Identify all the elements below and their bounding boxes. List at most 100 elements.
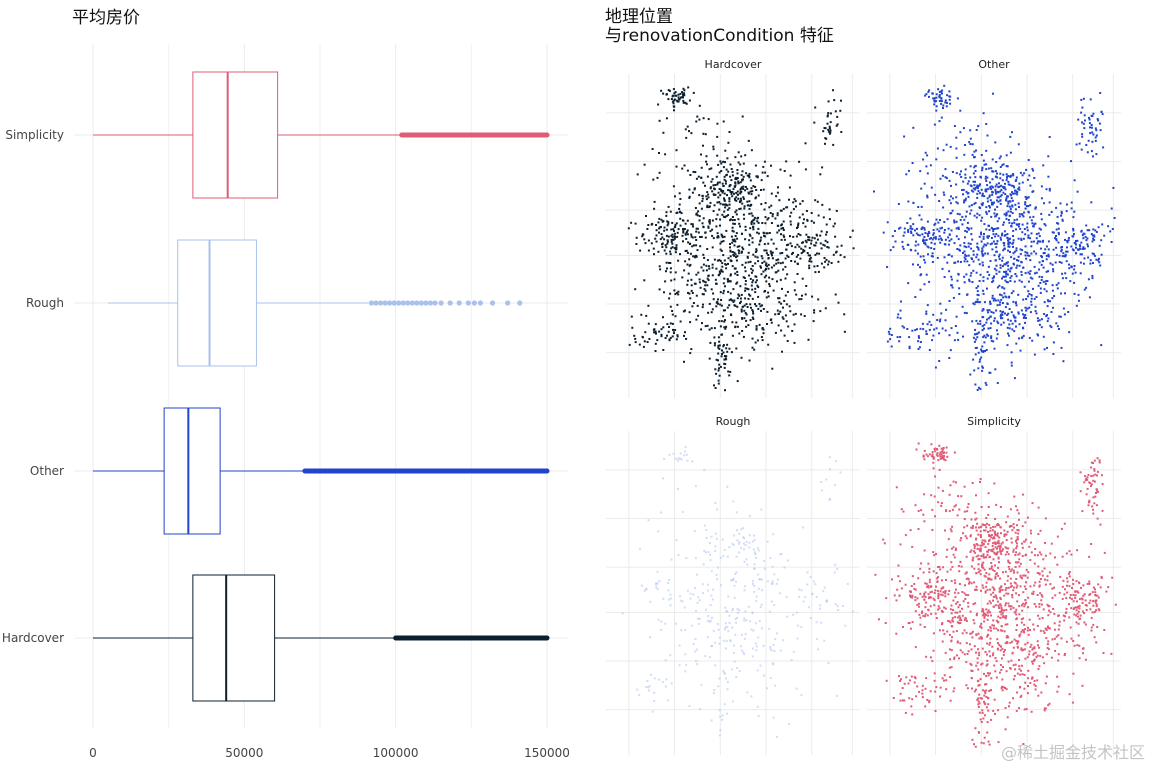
scatter-point	[973, 202, 976, 205]
scatter-point	[1085, 604, 1088, 607]
scatter-point	[941, 92, 943, 95]
scatter-point	[973, 581, 976, 584]
scatter-point	[944, 99, 947, 102]
scatter-point	[996, 642, 999, 645]
scatter-point	[928, 232, 931, 235]
scatter-point	[698, 215, 701, 218]
scatter-point	[1012, 697, 1014, 700]
scatter-point	[718, 709, 721, 712]
scatter-point	[769, 556, 772, 559]
scatter-point	[659, 268, 662, 271]
scatter-point	[742, 185, 745, 188]
scatter-point	[976, 298, 979, 301]
scatter-point	[1033, 659, 1036, 662]
scatter-point	[1012, 646, 1015, 649]
scatter-point	[1085, 224, 1088, 227]
scatter-point	[1027, 290, 1030, 293]
scatter-point	[733, 192, 735, 195]
scatter-point	[963, 518, 966, 520]
scatter-point	[995, 553, 998, 556]
scatter-point	[950, 639, 953, 642]
scatter-point	[992, 240, 995, 243]
scatter-point	[698, 599, 701, 602]
scatter-point	[679, 320, 682, 323]
scatter-point	[950, 547, 953, 550]
scatter-point	[765, 267, 767, 270]
scatter-point	[836, 568, 839, 571]
scatter-point	[696, 115, 699, 118]
scatter-point	[1036, 333, 1039, 336]
scatter-point	[898, 580, 901, 583]
x-tick-label: 0	[89, 746, 97, 760]
scatter-point	[957, 592, 960, 595]
scatter-point	[978, 301, 981, 304]
scatter-point	[910, 585, 913, 587]
scatter-point	[665, 252, 668, 255]
scatter-point	[762, 308, 765, 310]
scatter-point	[742, 651, 745, 654]
scatter-point	[1041, 570, 1044, 573]
scatter-point	[754, 197, 757, 200]
scatter-point	[1052, 248, 1055, 251]
scatter-point	[1090, 114, 1093, 117]
scatter-point	[696, 249, 699, 252]
scatter-point	[1002, 296, 1005, 299]
scatter-point	[899, 692, 902, 695]
scatter-point	[1031, 502, 1034, 505]
outlier-point	[373, 300, 379, 306]
scatter-point	[933, 123, 936, 126]
scatter-point	[948, 666, 951, 669]
scatter-point	[1030, 303, 1033, 306]
scatter-point	[1092, 586, 1095, 589]
scatter-point	[1026, 196, 1029, 199]
scatter-point	[1010, 275, 1013, 278]
scatter-point	[761, 589, 763, 592]
scatter-point	[917, 206, 920, 208]
scatter-point	[760, 179, 763, 182]
scatter-point	[964, 572, 967, 575]
scatter-point	[821, 489, 823, 492]
scatter-point	[997, 545, 1000, 548]
scatter-point	[1046, 579, 1049, 582]
scatter-point	[1071, 701, 1074, 704]
scatter-point	[986, 611, 989, 614]
scatter-point	[1081, 602, 1084, 604]
scatter-point	[675, 212, 678, 214]
scatter-point	[1016, 545, 1019, 548]
scatter-point	[1014, 663, 1017, 666]
scatter-point	[673, 289, 676, 292]
scatter-point	[965, 684, 968, 687]
scatter-point	[973, 547, 976, 550]
scatter-point	[975, 543, 978, 545]
scatter-point	[1028, 174, 1031, 177]
scatter-point	[779, 262, 782, 265]
scatter-point	[1010, 541, 1013, 544]
scatter-point	[1077, 634, 1080, 637]
scatter-point	[717, 344, 720, 347]
scatter-point	[1040, 247, 1042, 250]
scatter-point	[989, 199, 992, 202]
scatter-point	[989, 641, 992, 644]
scatter-point	[713, 692, 716, 695]
scatter-point	[924, 242, 927, 245]
scatter-point	[978, 558, 981, 560]
scatter-point	[979, 387, 982, 390]
scatter-point	[925, 655, 928, 658]
scatter-point	[932, 233, 935, 236]
scatter-point	[991, 586, 994, 589]
scatter-point	[958, 213, 961, 216]
scatter-point	[1085, 286, 1088, 289]
scatter-point	[1078, 142, 1081, 145]
scatter-point	[959, 219, 962, 221]
scatter-point	[630, 221, 633, 224]
scatter-point	[970, 233, 973, 236]
scatter-point	[685, 337, 688, 340]
scatter-point	[983, 301, 986, 304]
facet-strip-label: Other	[978, 58, 1010, 71]
scatter-point	[794, 200, 797, 203]
scatter-point	[1020, 273, 1023, 276]
scatter-point	[736, 281, 739, 284]
scatter-point	[1093, 636, 1096, 639]
scatter-point	[835, 124, 838, 127]
scatter-point	[946, 570, 949, 573]
